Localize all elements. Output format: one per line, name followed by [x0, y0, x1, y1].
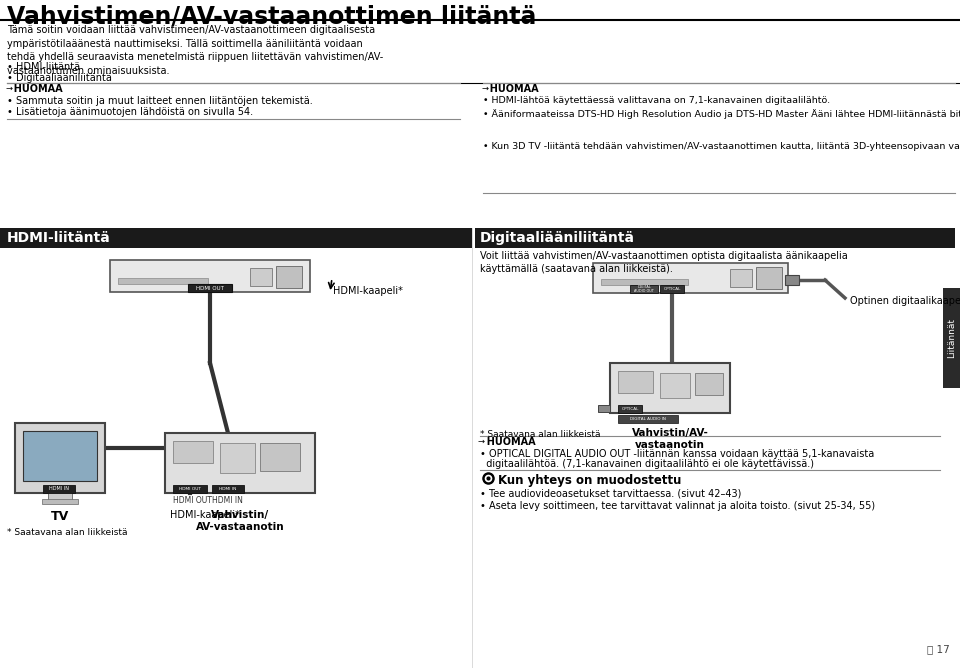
- Bar: [42, 499, 78, 504]
- Bar: [660, 373, 690, 398]
- Text: HDMI OUT: HDMI OUT: [179, 487, 201, 491]
- Text: * Saatavana alan liikkeistä: * Saatavana alan liikkeistä: [480, 430, 601, 439]
- Bar: [165, 433, 315, 493]
- Text: * Saatavana alan liikkeistä: * Saatavana alan liikkeistä: [7, 528, 128, 537]
- Text: • Aseta levy soittimeen, tee tarvittavat valinnat ja aloita toisto. (sivut 25-34: • Aseta levy soittimeen, tee tarvittavat…: [480, 501, 876, 511]
- Bar: [260, 443, 300, 471]
- Bar: [15, 423, 105, 493]
- Bar: [785, 275, 799, 285]
- Bar: [220, 443, 255, 473]
- Bar: [173, 441, 213, 463]
- Text: Vahvistin/
AV-vastaanotin: Vahvistin/ AV-vastaanotin: [196, 510, 284, 532]
- Text: • HDMI-lähtöä käytettäessä valittavana on 7,1-kanavainen digitaalilähtö.: • HDMI-lähtöä käytettäessä valittavana o…: [483, 96, 830, 105]
- Text: HDMI-kaapeli*: HDMI-kaapeli*: [170, 510, 240, 520]
- Bar: [188, 284, 232, 292]
- Text: HUOMAA: HUOMAA: [483, 84, 539, 94]
- Text: →: →: [478, 437, 485, 446]
- Text: HUOMAA: HUOMAA: [480, 437, 536, 447]
- Text: HDMI OUT: HDMI OUT: [173, 496, 212, 505]
- Bar: [601, 279, 688, 285]
- Text: Voit liittää vahvistimen/AV-vastaanottimen optista digitaalista äänikaapelia
käy: Voit liittää vahvistimen/AV-vastaanottim…: [480, 251, 848, 274]
- Bar: [173, 485, 207, 493]
- Text: OPTICAL: OPTICAL: [663, 287, 681, 291]
- Bar: [43, 485, 75, 493]
- Text: • Kun 3D TV -liitäntä tehdään vahvistimen/AV-vastaanottimen kautta, liitäntä 3D-: • Kun 3D TV -liitäntä tehdään vahvistime…: [483, 142, 960, 151]
- Bar: [593, 263, 788, 293]
- Text: DIGITAL
AUDIO OUT: DIGITAL AUDIO OUT: [634, 285, 654, 293]
- Text: →: →: [481, 84, 488, 93]
- Text: Tämä soitin voidaan liittää vahvistimeen/AV-vastaanottimeen digitaalisesta
ympär: Tämä soitin voidaan liittää vahvistimeen…: [7, 25, 383, 75]
- Bar: [276, 266, 302, 288]
- Bar: [943, 288, 960, 388]
- Bar: [756, 267, 782, 289]
- Bar: [618, 371, 653, 393]
- Text: DIGITAL AUDIO IN: DIGITAL AUDIO IN: [630, 417, 666, 421]
- Text: HUOMAA: HUOMAA: [7, 84, 62, 94]
- Text: Optinen digitaalikaapeli*: Optinen digitaalikaapeli*: [850, 296, 960, 306]
- Bar: [618, 405, 642, 413]
- Bar: [212, 485, 244, 493]
- Text: HDMI IN: HDMI IN: [219, 487, 237, 491]
- Text: →: →: [5, 84, 12, 93]
- Text: • Digitaaliääniliitäntä: • Digitaaliääniliitäntä: [7, 73, 112, 83]
- Text: • Tee audiovideoasetukset tarvittaessa. (sivut 42–43): • Tee audiovideoasetukset tarvittaessa. …: [480, 488, 741, 498]
- Text: HDMI-kaapeli*: HDMI-kaapeli*: [333, 286, 403, 296]
- Bar: [610, 363, 730, 413]
- Text: Vahvistimen/AV-vastaanottimen liitäntä: Vahvistimen/AV-vastaanottimen liitäntä: [7, 4, 537, 28]
- Text: • Ääniformaateissa DTS-HD High Resolution Audio ja DTS-HD Master Ääni lähtee HDM: • Ääniformaateissa DTS-HD High Resolutio…: [483, 109, 960, 119]
- Text: Kun yhteys on muodostettu: Kun yhteys on muodostettu: [498, 474, 682, 487]
- Text: HDMI IN: HDMI IN: [49, 486, 69, 492]
- Bar: [23, 431, 97, 481]
- Bar: [630, 285, 658, 293]
- Text: • Lisätietoja äänimuotojen lähdöistä on sivulla 54.: • Lisätietoja äänimuotojen lähdöistä on …: [7, 107, 253, 117]
- Text: • OPTICAL DIGITAL AUDIO OUT -liitännän kanssa voidaan käyttää 5,1-kanavaista: • OPTICAL DIGITAL AUDIO OUT -liitännän k…: [480, 449, 875, 459]
- Bar: [475, 228, 955, 248]
- Text: HDMI-liitäntä: HDMI-liitäntä: [7, 231, 110, 245]
- Text: digitaalilähtöä. (7,1-kanavainen digitaalilähtö ei ole käytettävissä.): digitaalilähtöä. (7,1-kanavainen digitaa…: [480, 459, 814, 469]
- Bar: [598, 405, 610, 412]
- Text: OPTICAL: OPTICAL: [621, 407, 638, 411]
- Bar: [695, 373, 723, 395]
- Bar: [660, 285, 684, 293]
- Text: TV: TV: [51, 510, 69, 523]
- Text: Ⓢ 17: Ⓢ 17: [927, 644, 949, 654]
- Text: Liitännät: Liitännät: [947, 318, 956, 358]
- Bar: [618, 415, 678, 423]
- Bar: [110, 260, 310, 292]
- Text: HDMI IN: HDMI IN: [212, 496, 243, 505]
- Bar: [48, 492, 72, 501]
- Text: • HDMI-liitäntä: • HDMI-liitäntä: [7, 62, 80, 72]
- Bar: [118, 278, 208, 284]
- Bar: [0, 228, 472, 248]
- Text: HDMI OUT: HDMI OUT: [196, 285, 224, 291]
- Text: Digitaaliääniliitäntä: Digitaaliääniliitäntä: [480, 231, 635, 245]
- Text: • Sammuta soitin ja muut laitteet ennen liitäntöjen tekemistä.: • Sammuta soitin ja muut laitteet ennen …: [7, 96, 313, 106]
- Text: Vahvistin/AV-
vastaanotin: Vahvistin/AV- vastaanotin: [632, 428, 708, 450]
- Bar: [250, 268, 272, 286]
- Bar: [730, 269, 752, 287]
